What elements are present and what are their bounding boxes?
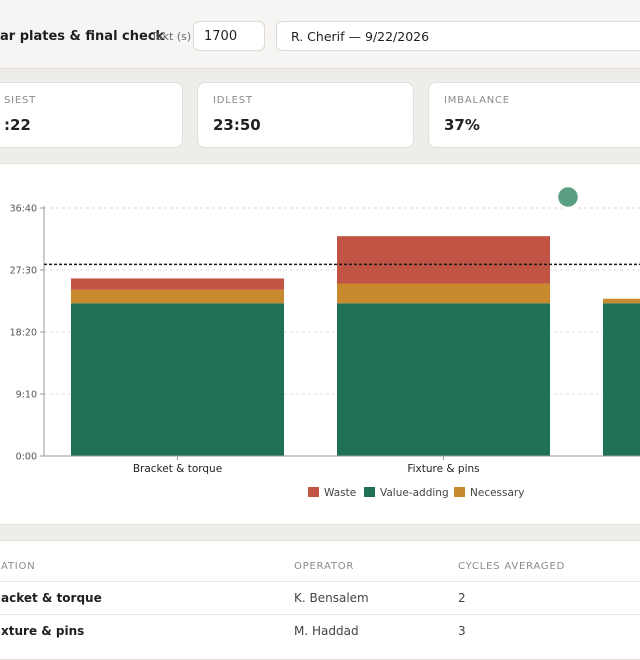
x-tick-label: Fixture & pins [407,463,479,475]
takt-input[interactable] [193,21,265,51]
chart-panel: 0:00 9:10 18:20 27:30 36:40 Bracket & torque F… [0,163,640,525]
toolbar: ar plates & final check Takt (s) [0,0,640,69]
bar-segment-value-adding [71,303,284,456]
cycles-cell: 2 [458,591,466,605]
legend-swatch [454,487,465,497]
station-table: ATION OPERATOR CYCLES AVERAGED acket & t… [0,540,640,660]
operator-cell: K. Bensalem [294,591,369,605]
row-divider [0,614,640,615]
bar-segment-necessary [337,283,550,304]
stacked-bar-chart: 0:00 9:10 18:20 27:30 36:40 Bracket & torque F… [10,184,640,499]
bar-segment-waste [337,236,550,284]
bar-segment-value-adding [603,303,640,456]
idlest-label: IDLEST [213,95,253,106]
col-header-station: ATION [1,561,36,572]
bar-segment-waste [71,278,284,290]
legend-label: Necessary [470,487,524,499]
x-tick-label: Bracket & torque [133,463,222,475]
legend-label: Waste [324,487,356,499]
idlest-value: 23:50 [213,116,261,134]
y-tick-label: 0:00 [16,452,37,463]
col-header-operator: OPERATOR [294,561,355,572]
signoff-input[interactable] [276,21,640,51]
col-header-cycles: CYCLES AVERAGED [458,561,566,572]
legend-label: Value-adding [380,487,449,499]
operator-cell: M. Haddad [294,624,359,638]
bar-segment-value-adding [337,303,550,456]
imbalance-card: IMBALANCE 37% [428,82,640,148]
bar-segment-necessary [71,289,284,304]
line-title: ar plates & final check [0,29,165,44]
y-tick-label: 18:20 [10,328,37,339]
bar-segment-necessary [603,298,640,304]
busiest-value: :22 [4,116,31,134]
station-cell: xture & pins [1,624,85,638]
imbalance-label: IMBALANCE [444,95,510,106]
takt-label: Takt (s) [151,30,192,43]
legend-swatch [364,487,375,497]
y-tick-label: 9:10 [16,390,37,401]
busiest-card: SIEST :22 [0,82,183,148]
legend-swatch [308,487,319,497]
station-cell: acket & torque [1,591,102,605]
highlight-marker [555,184,581,210]
cycles-cell: 3 [458,624,466,638]
idlest-card: IDLEST 23:50 [197,82,414,148]
y-tick-label: 27:30 [10,266,37,277]
busiest-label: SIEST [4,95,37,106]
imbalance-value: 37% [444,116,480,134]
row-divider [0,581,640,582]
y-tick-label: 36:40 [10,204,37,215]
